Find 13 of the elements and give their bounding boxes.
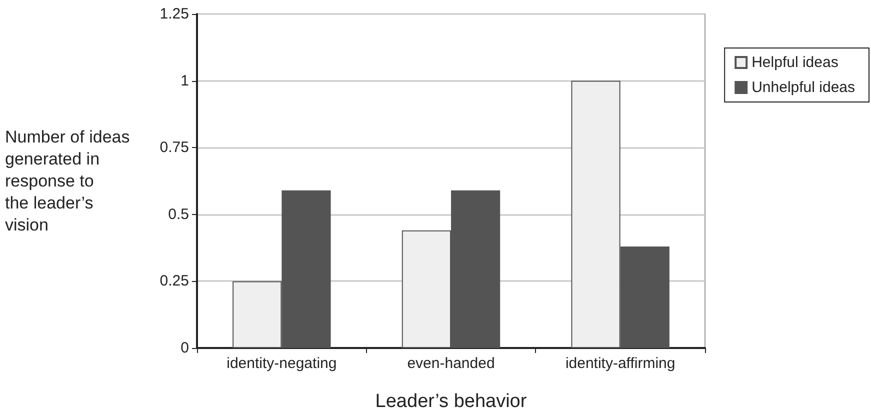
y-tick-label: 0.5 xyxy=(168,206,189,223)
y-tick-label: 0 xyxy=(180,340,189,356)
x-tick-label: identity-negating xyxy=(226,355,337,372)
x-tick-label: even-handed xyxy=(407,355,495,372)
y-tick-label: 1 xyxy=(180,72,189,90)
y-tick-label: 0.75 xyxy=(160,139,189,156)
y-tick-label: 1.25 xyxy=(160,6,189,22)
legend-label: Helpful ideas xyxy=(752,54,838,71)
legend-label: Unhelpful ideas xyxy=(752,79,856,96)
x-tick-label: identity-affirming xyxy=(565,355,676,372)
y-tick-label: 0.25 xyxy=(160,272,189,290)
x-axis-title: Leader’s behavior xyxy=(375,391,528,412)
y-axis-title: Number of ideas generated in response to the leader’s vision xyxy=(5,128,130,234)
